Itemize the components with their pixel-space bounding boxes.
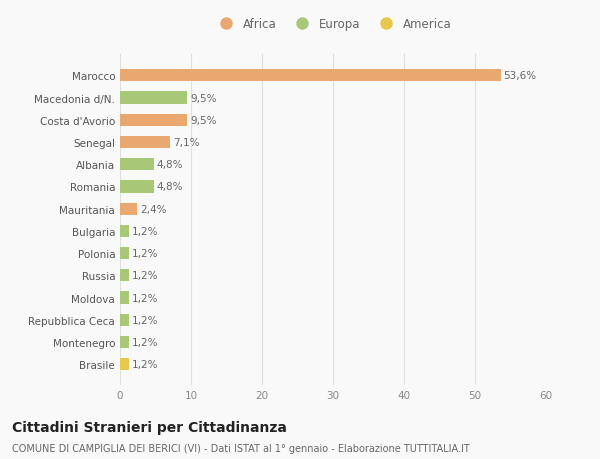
Bar	[120, 137, 170, 149]
Text: 1,2%: 1,2%	[131, 315, 158, 325]
Text: 1,2%: 1,2%	[131, 337, 158, 347]
Text: COMUNE DI CAMPIGLIA DEI BERICI (VI) - Dati ISTAT al 1° gennaio - Elaborazione TU: COMUNE DI CAMPIGLIA DEI BERICI (VI) - Da…	[12, 443, 470, 453]
Bar	[120, 292, 128, 304]
Text: 53,6%: 53,6%	[503, 71, 536, 81]
Bar	[120, 181, 154, 193]
Text: 1,2%: 1,2%	[131, 271, 158, 281]
Bar	[120, 114, 187, 127]
Legend: Africa, Europa, America: Africa, Europa, America	[214, 18, 452, 31]
Bar	[120, 203, 137, 215]
Text: 1,2%: 1,2%	[131, 359, 158, 369]
Bar	[120, 314, 128, 326]
Bar	[120, 70, 500, 82]
Bar	[120, 225, 128, 237]
Text: 7,1%: 7,1%	[173, 138, 200, 148]
Bar	[120, 269, 128, 282]
Bar	[120, 159, 154, 171]
Text: 1,2%: 1,2%	[131, 226, 158, 236]
Text: Cittadini Stranieri per Cittadinanza: Cittadini Stranieri per Cittadinanza	[12, 420, 287, 434]
Text: 9,5%: 9,5%	[190, 93, 217, 103]
Bar	[120, 247, 128, 260]
Text: 4,8%: 4,8%	[157, 160, 184, 170]
Text: 4,8%: 4,8%	[157, 182, 184, 192]
Bar	[120, 336, 128, 348]
Text: 9,5%: 9,5%	[190, 116, 217, 125]
Text: 1,2%: 1,2%	[131, 293, 158, 303]
Text: 1,2%: 1,2%	[131, 249, 158, 258]
Bar	[120, 358, 128, 370]
Bar	[120, 92, 187, 105]
Text: 2,4%: 2,4%	[140, 204, 166, 214]
